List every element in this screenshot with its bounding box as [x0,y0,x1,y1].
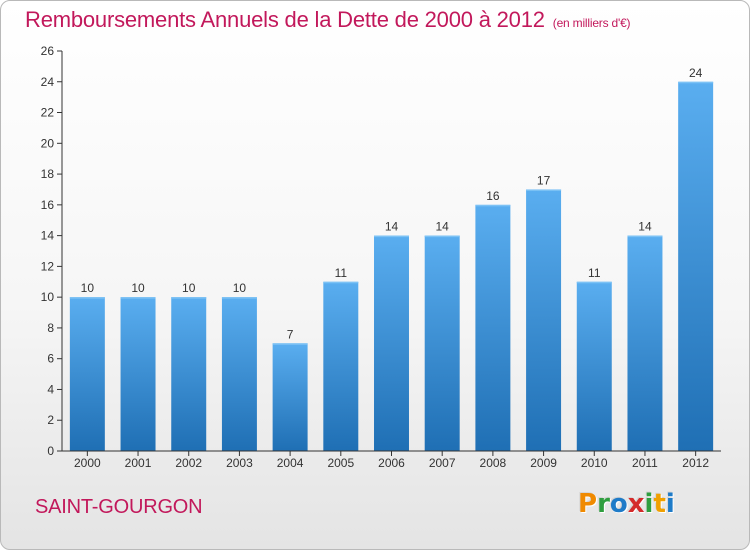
y-tick-label: 16 [41,198,55,212]
data-label: 16 [486,189,500,203]
bar-top-edge [120,297,156,299]
logo-letter: i [665,489,675,519]
bar [323,281,359,451]
logo-letter: i [644,489,654,519]
bar-top-edge [424,235,460,238]
y-tick-label: 10 [41,290,55,304]
bar [272,343,308,451]
x-tick-label: 2009 [530,456,557,470]
data-label: 14 [436,220,450,234]
bar [120,297,156,451]
data-label: 24 [689,66,703,80]
bar-top-edge [221,297,257,299]
x-tick-label: 2012 [682,456,709,470]
bar [424,235,460,451]
bar-top-edge [526,189,562,191]
chart-title: Remboursements Annuels de la Dette de 20… [25,7,631,33]
y-tick-label: 12 [41,259,55,273]
bar-top-edge [627,235,663,238]
y-tick-label: 6 [47,352,54,366]
y-tick-label: 20 [41,136,55,150]
x-tick-label: 2005 [327,456,354,470]
y-tick-label: 0 [47,444,54,458]
y-tick-label: 2 [47,413,54,427]
data-label: 10 [182,281,196,295]
x-tick-label: 2008 [480,456,507,470]
data-label: 14 [638,220,652,234]
bars: 10 10 10 10 7 11 14 14 16 17 11 14 24 [69,66,714,452]
x-tick-label: 2010 [581,456,608,470]
data-label: 11 [335,266,348,280]
data-label: 14 [385,220,399,234]
chart-title-text: Remboursements Annuels de la Dette de 20… [25,7,545,32]
logo-letter: x [627,489,645,519]
bar [69,297,105,451]
data-label: 10 [81,281,95,295]
bar-top-edge [171,297,207,299]
bar [475,204,511,451]
chart-unit: (en milliers d'€) [552,16,631,30]
y-tick-label: 22 [41,106,55,120]
logo-letter: t [653,489,666,519]
bar [576,281,612,451]
bar [221,297,257,451]
data-label: 11 [588,266,601,280]
bar-top-edge [323,281,359,284]
bar-top-edge [272,343,308,345]
x-axis: 2000 2001 2002 2003 2004 2005 2006 2007 2008 2009… [62,450,721,470]
proxiti-logo: Proxiti [578,489,675,519]
bar [526,189,562,451]
bar [171,297,207,451]
logo-letter: r [597,489,610,519]
y-tick-label: 4 [47,382,54,396]
x-tick-label: 2000 [74,456,101,470]
data-label: 7 [287,327,294,341]
x-tick-label: 2006 [378,456,405,470]
y-tick-label: 8 [47,321,54,335]
logo-letter: o [609,489,628,519]
bar [627,235,663,451]
bar [678,81,714,452]
bar-top-edge [69,297,105,299]
bar-top-edge [678,81,714,84]
y-tick-label: 26 [41,44,55,58]
x-tick-label: 2004 [277,456,304,470]
x-tick-label: 2007 [429,456,456,470]
bar-top-edge [576,281,612,284]
y-tick-label: 24 [41,75,55,89]
y-tick-label: 18 [41,167,55,181]
bar [374,235,409,451]
x-tick-label: 2003 [226,456,253,470]
y-tick-label: 14 [41,229,55,243]
logo-letter: P [578,489,598,519]
data-label: 17 [537,173,551,187]
bar-top-edge [374,235,409,238]
x-tick-label: 2001 [125,456,152,470]
bar-top-edge [475,204,511,207]
data-label: 10 [233,281,247,295]
x-tick-label: 2002 [175,456,202,470]
data-label: 10 [131,281,145,295]
commune-name: SAINT-GOURGON [35,496,203,518]
x-tick-label: 2011 [632,456,658,470]
